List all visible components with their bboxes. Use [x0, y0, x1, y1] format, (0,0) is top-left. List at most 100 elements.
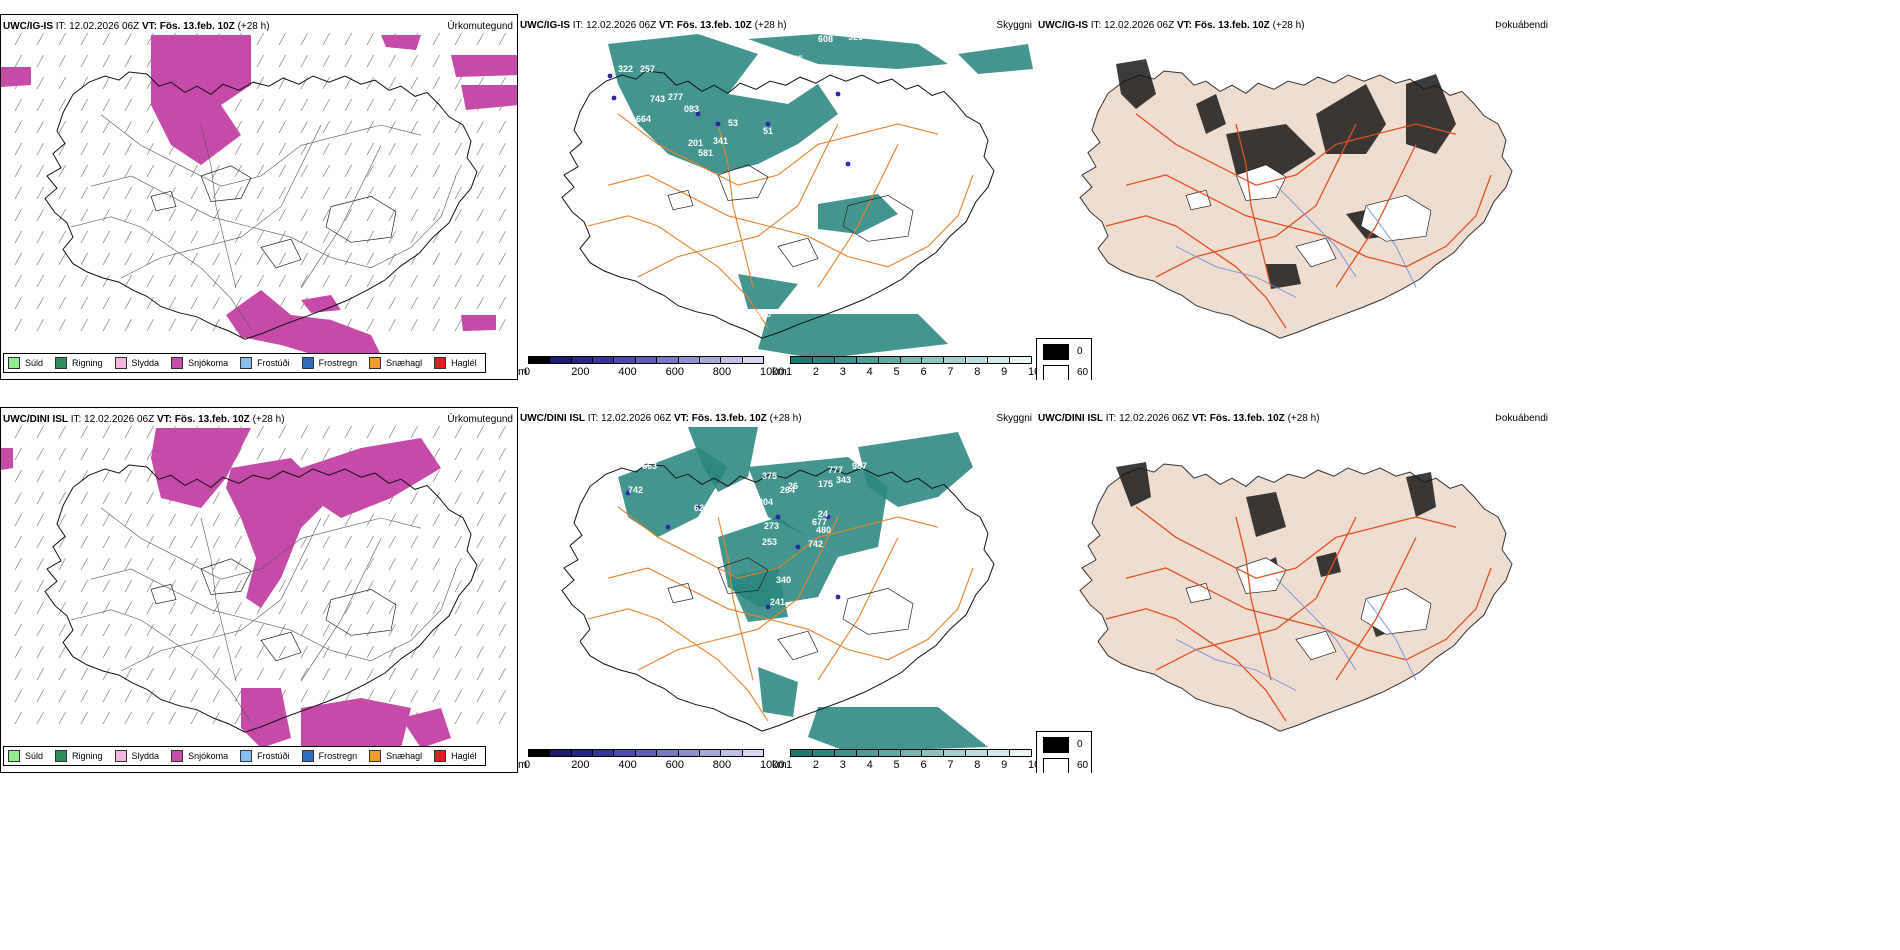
- wind-barb: [36, 32, 44, 46]
- colorbar-tick-label: 5: [893, 759, 900, 771]
- legend-label: Rigning: [72, 358, 103, 368]
- wind-barb: [454, 296, 462, 310]
- low-visibility-area: [618, 447, 728, 537]
- colorbar-unit: m: [518, 366, 528, 378]
- colorbar-tick-label: 4: [866, 366, 873, 378]
- wind-barb: [432, 623, 440, 637]
- wind-barb: [344, 120, 352, 134]
- precip-legend-item: Slydda: [114, 750, 159, 762]
- wind-barb: [498, 689, 506, 703]
- wind-barb: [80, 318, 88, 332]
- visibility-value: 664: [636, 114, 651, 124]
- visibility-value: 204: [758, 497, 773, 507]
- wind-barb: [454, 535, 462, 549]
- iceland-coastline: [1079, 463, 1513, 732]
- visibility-colorbar: km1 2 3 4 5 6 7 8 9 10: [772, 749, 1036, 771]
- wind-barb: [256, 54, 264, 68]
- wind-barb: [322, 54, 330, 68]
- wind-barb: [432, 469, 440, 483]
- visibility-label: Skyggni: [996, 20, 1032, 31]
- wind-barb: [366, 513, 374, 527]
- wind-barb: [190, 689, 198, 703]
- colorbar-cell: [699, 357, 722, 363]
- wind-barb: [432, 491, 440, 505]
- wind-barb: [212, 711, 220, 725]
- wind-barb: [168, 252, 176, 266]
- low-visibility-area: [688, 427, 758, 492]
- wind-barb: [14, 142, 22, 156]
- wind-barb: [322, 120, 330, 134]
- wind-barb: [322, 447, 330, 461]
- wind-barb: [256, 425, 264, 439]
- wind-barb: [454, 318, 462, 332]
- wind-barb: [388, 557, 396, 571]
- colorbar-cell: [571, 750, 594, 756]
- wind-barb: [168, 557, 176, 571]
- wind-barb: [146, 513, 154, 527]
- cloud-base-dot: [835, 594, 841, 600]
- wind-barb: [410, 98, 418, 112]
- colorbar-cell: [834, 357, 857, 363]
- wind-barb: [256, 32, 264, 46]
- wind-barb: [80, 711, 88, 725]
- wind-barb: [36, 208, 44, 222]
- wind-barb: [322, 425, 330, 439]
- wind-barb: [36, 252, 44, 266]
- visibility-value: 987: [852, 461, 867, 471]
- fog-legend-dark-swatch: [1043, 344, 1069, 360]
- low-visibility-area: [608, 34, 838, 174]
- visibility-value: 250: [756, 309, 771, 319]
- wind-barb: [36, 76, 44, 90]
- wind-barb: [102, 54, 110, 68]
- panel-title: UWC/DINI ISL IT: 12.02.2026 06Z VT: Fös.…: [520, 413, 802, 424]
- wind-barb: [388, 425, 396, 439]
- wind-barb: [300, 76, 308, 90]
- colorbar-tick-label: 9: [1001, 759, 1008, 771]
- road-line: [637, 516, 839, 671]
- wind-barb: [146, 274, 154, 288]
- river-line: [1365, 205, 1417, 288]
- wind-barb: [234, 579, 242, 593]
- wind-barb: [234, 252, 242, 266]
- visibility-value: 273: [764, 521, 779, 531]
- wind-barb: [58, 689, 66, 703]
- wind-barb: [36, 274, 44, 288]
- wind-barb: [300, 252, 308, 266]
- wind-barb: [14, 252, 22, 266]
- wind-barb: [234, 186, 242, 200]
- wind-barb: [322, 164, 330, 178]
- wind-barb: [190, 513, 198, 527]
- wind-barb: [476, 164, 484, 178]
- wind-barb: [80, 230, 88, 244]
- colorbar-tick-label: 400: [618, 759, 637, 771]
- wind-barb: [322, 274, 330, 288]
- wind-barb: [146, 667, 154, 681]
- colorbar-cell: [742, 357, 763, 363]
- wind-barb: [366, 98, 374, 112]
- wind-barb: [476, 601, 484, 615]
- colorbar-tick-label: 2: [812, 759, 819, 771]
- wind-barb: [432, 535, 440, 549]
- wind-barb: [344, 579, 352, 593]
- wind-barb: [300, 623, 308, 637]
- wind-barb: [58, 274, 66, 288]
- road-line: [300, 538, 382, 682]
- fog-dense-area: [1316, 552, 1341, 577]
- wind-barb: [124, 164, 132, 178]
- iceland-coastline: [44, 71, 478, 340]
- wind-barb: [278, 645, 286, 659]
- wind-barb: [366, 164, 374, 178]
- colorbar-tick-label: 8: [974, 366, 981, 378]
- visibility-value: 581: [698, 148, 713, 158]
- wind-barb: [366, 535, 374, 549]
- precip-type-label: Úrkomutegund: [447, 414, 513, 425]
- colorbar-tick-label: 7: [947, 366, 954, 378]
- low-visibility-area: [748, 457, 888, 557]
- precip-legend-item: Snjókoma: [171, 357, 228, 369]
- colorbar-tick-label: 10: [1028, 759, 1036, 771]
- wind-barb: [432, 579, 440, 593]
- wind-barb: [124, 296, 132, 310]
- wind-barb: [454, 208, 462, 222]
- colorbar-cell: [834, 750, 857, 756]
